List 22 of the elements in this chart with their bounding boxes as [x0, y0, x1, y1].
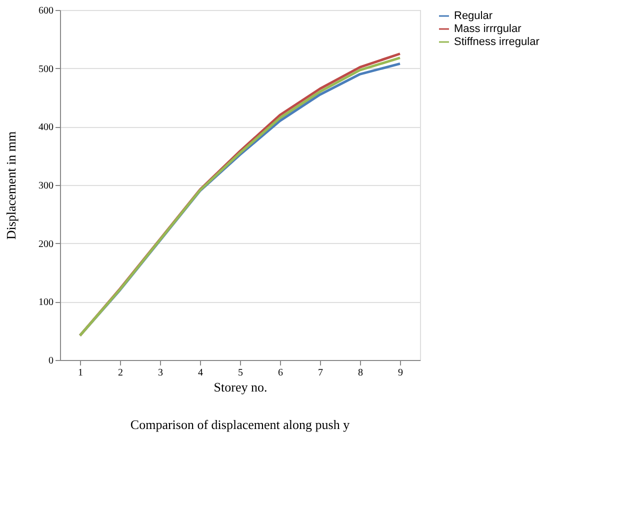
y-tick-label: 500 [38, 64, 54, 75]
x-tick-label: 2 [118, 368, 123, 378]
y-tick-label: 300 [38, 180, 54, 192]
y-tick-label: 200 [38, 238, 54, 250]
x-tick-label: 5 [238, 368, 243, 378]
x-tick-label: 1 [78, 368, 83, 378]
text: Comparison of displacement along push y [130, 417, 350, 432]
y-tick-label: 100 [38, 297, 54, 308]
y-tick-label: 0 [48, 356, 54, 366]
y-tick-label: 400 [38, 122, 54, 134]
x-tick-label: 8 [358, 368, 363, 378]
x-tick-label: 4 [198, 368, 203, 378]
x-axis-title: Storey no. [214, 380, 268, 394]
x-tick-label: 7 [318, 368, 323, 378]
x-tick-label: 6 [278, 368, 283, 378]
legend-label: Mass irrrgular [454, 23, 522, 35]
x-tick-label: 9 [398, 368, 403, 378]
y-axis-title: Displacement in mm [4, 131, 18, 240]
legend-label: Regular [454, 10, 493, 22]
y-tick-label: 600 [38, 6, 54, 16]
legend-label: Stiffness irregular [454, 36, 540, 48]
x-tick-label: 3 [158, 368, 163, 378]
